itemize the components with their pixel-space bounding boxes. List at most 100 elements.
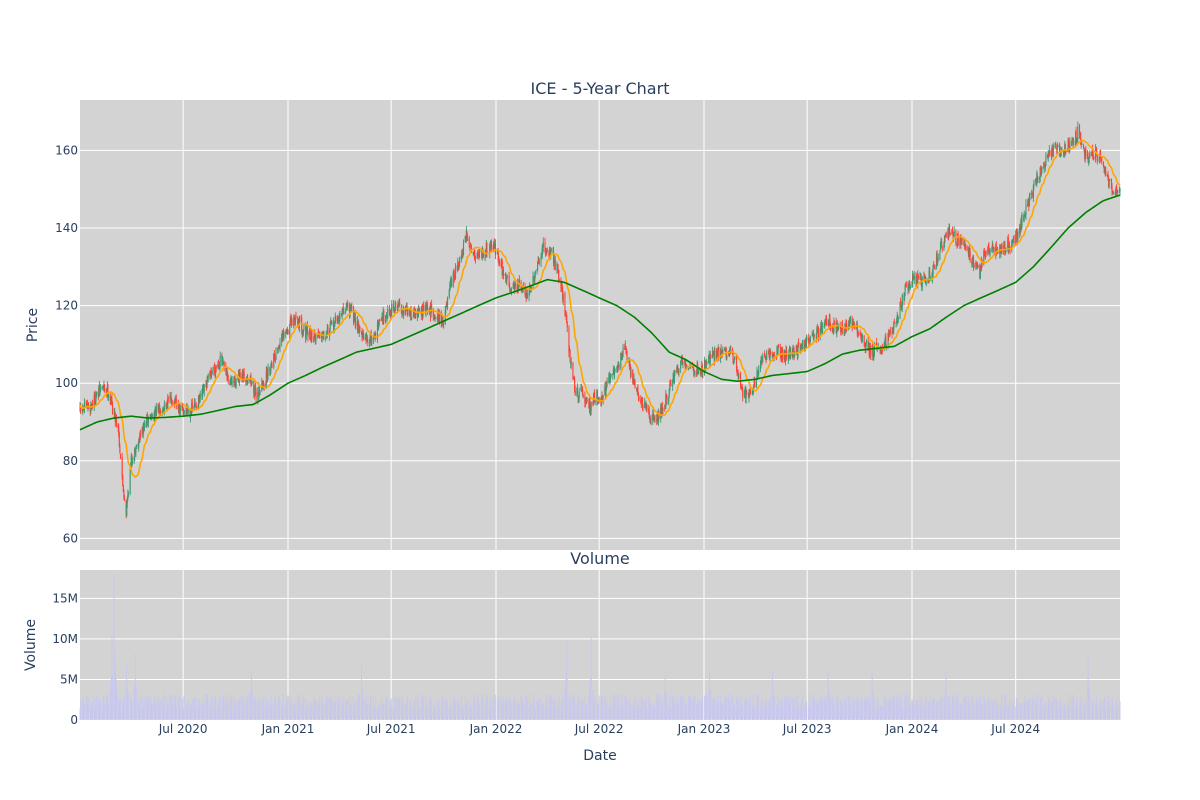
- candle-body: [139, 433, 141, 436]
- volume-bar: [469, 707, 471, 720]
- candle-body: [848, 320, 850, 328]
- volume-bar: [877, 704, 879, 720]
- candle-body: [271, 366, 273, 368]
- candle-body: [360, 332, 363, 334]
- volume-bar: [398, 698, 400, 720]
- candle-body: [665, 394, 667, 408]
- candle-body: [211, 372, 213, 376]
- candlestick: [294, 314, 296, 326]
- volume-bar: [215, 694, 217, 720]
- candle-body: [334, 322, 336, 327]
- volume-bar: [127, 695, 129, 720]
- volume-bar: [398, 697, 400, 720]
- volume-bar: [171, 695, 173, 720]
- candlestick: [368, 339, 371, 348]
- candle-body: [1012, 238, 1014, 243]
- volume-bar: [629, 703, 631, 720]
- volume-bar: [165, 696, 167, 720]
- candle-body: [715, 351, 718, 359]
- volume-bar: [670, 708, 672, 720]
- volume-bar: [297, 698, 299, 720]
- candle-body: [645, 404, 647, 410]
- candle-body: [396, 308, 398, 310]
- candlestick: [937, 258, 939, 267]
- candle-body: [1004, 244, 1006, 252]
- volume-bar: [394, 697, 396, 720]
- volume-bar: [868, 696, 870, 720]
- candle-body: [1077, 126, 1079, 140]
- volume-bar: [765, 700, 766, 720]
- candlestick: [919, 271, 921, 280]
- candlestick: [648, 407, 650, 420]
- candlestick: [135, 445, 137, 457]
- candlestick: [740, 385, 742, 390]
- candlestick: [404, 305, 406, 316]
- candle-body: [931, 272, 934, 279]
- volume-bar: [713, 697, 715, 720]
- candle-body: [811, 333, 813, 336]
- candlestick: [653, 414, 655, 422]
- candle-body: [911, 283, 913, 285]
- candle-body: [1041, 167, 1043, 170]
- volume-bar: [209, 706, 211, 720]
- candle-body: [274, 358, 277, 359]
- candlestick: [743, 389, 746, 399]
- candlestick: [355, 316, 357, 330]
- candle-body: [653, 417, 655, 419]
- candlestick: [1096, 154, 1098, 165]
- candle-body: [662, 408, 664, 411]
- candlestick: [888, 329, 890, 341]
- candle-body: [816, 328, 818, 339]
- candle-body: [773, 354, 775, 359]
- candle-body: [705, 360, 707, 370]
- candlestick: [1021, 212, 1023, 230]
- candle-body: [477, 252, 479, 255]
- candle-body: [278, 346, 280, 349]
- candlestick: [704, 356, 706, 376]
- candlestick: [828, 313, 830, 326]
- volume-bar: [131, 702, 133, 720]
- candle-body: [588, 400, 591, 409]
- candle-body: [508, 275, 510, 288]
- candlestick: [207, 373, 209, 383]
- candlestick: [682, 360, 684, 369]
- candle-body: [1047, 154, 1049, 158]
- volume-bar: [529, 702, 531, 720]
- candlestick: [812, 329, 814, 341]
- volume-bar: [461, 698, 463, 720]
- candlestick: [269, 366, 271, 376]
- volume-bar: [908, 705, 910, 720]
- candle-body: [636, 389, 638, 391]
- candle-body: [617, 364, 619, 368]
- candlestick: [356, 315, 359, 334]
- volume-bar: [489, 705, 491, 720]
- candlestick: [461, 248, 463, 258]
- candlestick: [334, 320, 336, 327]
- candlestick: [649, 416, 651, 424]
- price-x-gridlines: [182, 100, 1017, 550]
- candle-body: [907, 285, 909, 290]
- candlestick: [1077, 121, 1079, 143]
- candle-body: [983, 250, 985, 254]
- candle-body: [723, 348, 726, 350]
- volume-bar: [325, 703, 327, 720]
- volume-bar: [744, 699, 746, 720]
- volume-bar: [541, 703, 543, 720]
- candlestick: [367, 338, 369, 347]
- volume-bar: [524, 705, 526, 720]
- candlestick: [345, 303, 347, 312]
- volume-bar: [585, 705, 587, 720]
- candlestick: [642, 403, 644, 412]
- candle-body: [403, 307, 405, 316]
- volume-bar: [750, 695, 752, 720]
- candle-body: [289, 319, 291, 324]
- candlestick: [929, 275, 931, 282]
- volume-bar: [869, 696, 871, 720]
- candle-body: [1094, 149, 1097, 159]
- volume-bar: [261, 696, 263, 720]
- volume-bar: [163, 704, 165, 720]
- candle-body: [700, 370, 702, 377]
- volume-bar: [279, 699, 281, 720]
- candle-body: [492, 246, 494, 250]
- candlestick: [616, 366, 618, 373]
